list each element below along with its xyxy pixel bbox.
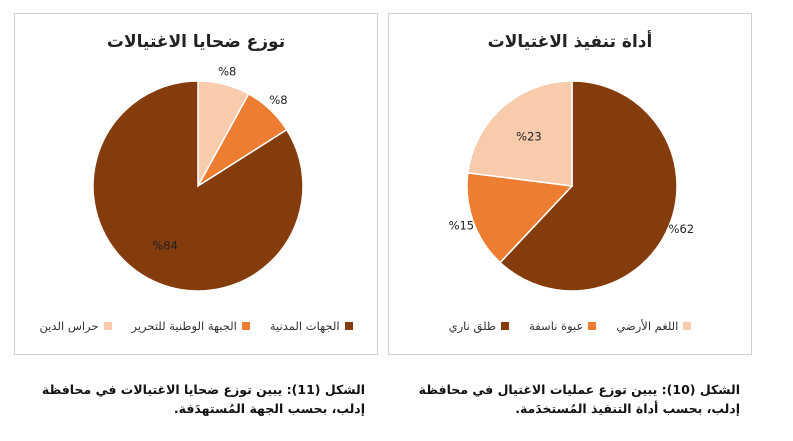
legend-label: طلق ناري <box>448 319 497 333</box>
pie-slice-1-1 <box>466 172 574 264</box>
legend-label: حراس الدين <box>39 319 99 333</box>
data-label-1-1: %15 <box>449 218 475 232</box>
legend-swatch <box>241 322 250 330</box>
pie-slice-1-0 <box>499 80 678 292</box>
legend-item-0-2: حراس الدين <box>39 319 112 333</box>
pie-slice-1-2 <box>466 80 573 187</box>
pie-chart-victims: %8 %8 %84 <box>92 65 304 292</box>
figure-caption-11: الشكل (11): يبين توزع ضحايا الاغتيالات ف… <box>41 382 365 416</box>
data-label-1-0: %62 <box>669 222 695 236</box>
legend-label: اللغم الأرضي <box>616 319 679 333</box>
legend-tools: اللغم الأرضي عبوة ناسفة طلق ناري <box>389 319 751 333</box>
data-label-0-1: %8 <box>269 93 287 107</box>
legend-item-1-2: طلق ناري <box>448 319 510 333</box>
legend-label: الجهات المدنية <box>269 319 340 333</box>
legend-item-0-0: الجهات المدنية <box>270 319 353 333</box>
legend-swatch <box>683 322 692 330</box>
legend-item-1-0: اللغم الأرضي <box>616 319 692 333</box>
legend-label: الجبهة الوطنية للتحرير <box>131 319 237 333</box>
legend-label: عبوة ناسفة <box>529 319 584 333</box>
chart-title-victims: توزع ضحايا الاغتيالات <box>106 32 286 52</box>
chart-title-tools: أداة تنفيذ الاغتيالات <box>487 32 653 52</box>
figure-caption-10: الشكل (10): يبين توزع عمليات الاغتيال في… <box>418 382 740 416</box>
data-label-0-0: %8 <box>218 65 236 79</box>
legend-swatch <box>344 322 353 330</box>
legend-swatch <box>103 322 112 330</box>
data-label-1-2: %23 <box>516 130 542 144</box>
legend-victims: الجهات المدنية الجبهة الوطنية للتحرير حراس… <box>15 319 377 333</box>
legend-swatch <box>588 322 597 330</box>
legend-item-1-1: عبوة ناسفة <box>529 319 597 333</box>
chart-panel-victims: توزع ضحايا الاغتيالات %8 %8 %84 الجهات الم… <box>14 13 378 355</box>
data-label-0-2: %84 <box>152 238 178 252</box>
legend-swatch <box>501 322 510 330</box>
legend-item-0-1: الجبهة الوطنية للتحرير <box>132 319 250 333</box>
chart-panel-tools: أداة تنفيذ الاغتيالات %62 %15 %23 اللغم ال… <box>388 13 752 355</box>
pie-slice-0-2 <box>92 80 304 292</box>
pie-chart-tools: %62 %15 %23 <box>449 80 695 292</box>
